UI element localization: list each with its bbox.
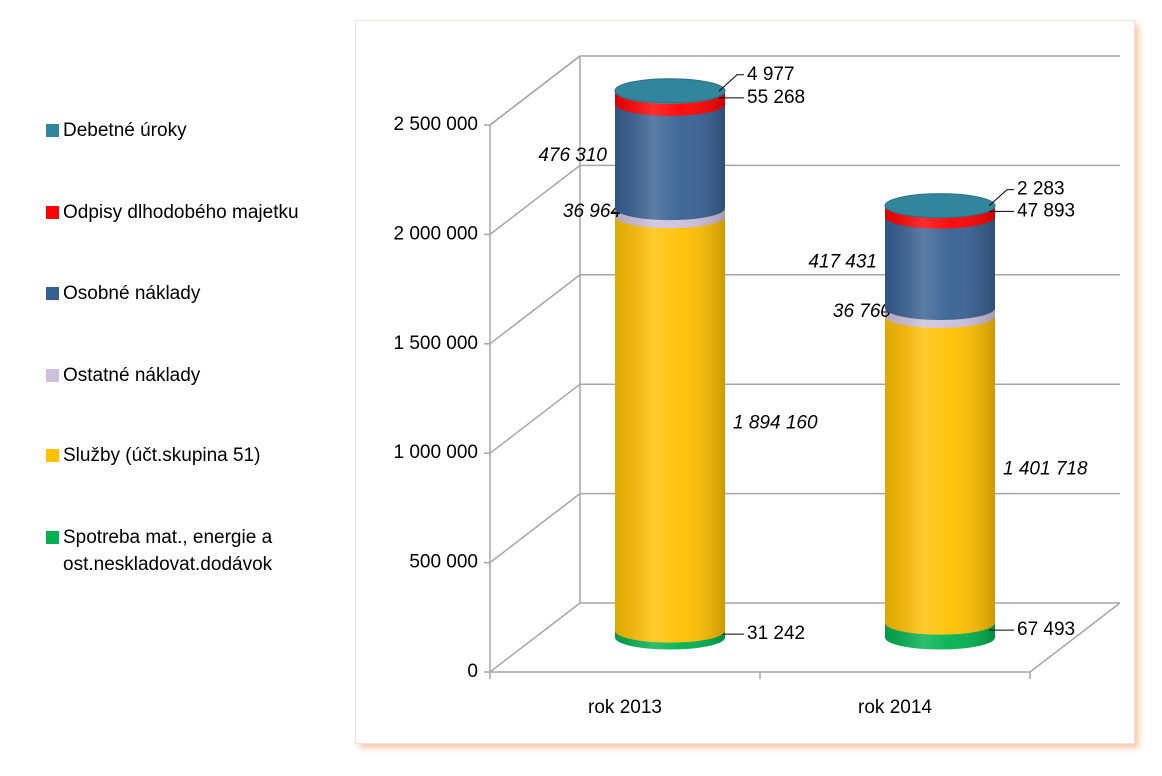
legend-item: Spotreba mat., energie a ost.neskladovat…	[46, 524, 366, 578]
data-label: 476 310	[538, 145, 607, 166]
legend-swatch	[46, 369, 59, 382]
y-tick-label: 2 000 000	[393, 223, 478, 244]
cylinder-segment	[615, 204, 725, 643]
data-label: 55 268	[747, 87, 805, 108]
cylinder-top	[614, 78, 726, 104]
leader-line	[988, 189, 1014, 207]
legend-swatch	[46, 449, 59, 462]
legend-item: Odpisy dlhodobého majetku	[46, 199, 366, 226]
cylinder-segment	[615, 91, 725, 221]
grid-line	[489, 164, 1120, 235]
data-label: 4 977	[747, 64, 795, 85]
data-label: 67 493	[1017, 619, 1075, 640]
data-label: 47 893	[1017, 200, 1075, 221]
cylinder-segment	[885, 204, 995, 320]
data-label: 36 760	[833, 301, 892, 322]
data-label: 417 431	[808, 251, 877, 272]
cylinder-segment	[885, 304, 995, 635]
legend-label: Služby (účt.skupina 51)	[63, 445, 261, 466]
legend-swatch	[46, 287, 59, 300]
chart-frame	[355, 20, 1135, 744]
y-tick-label: 1 000 000	[393, 442, 478, 463]
legend-swatch	[46, 206, 59, 219]
grid-line	[489, 274, 1120, 345]
data-label: 2 283	[1017, 179, 1065, 200]
y-tick-label: 1 500 000	[393, 333, 478, 354]
leader-line	[718, 74, 744, 92]
y-tick-label: 500 000	[409, 552, 478, 573]
bar-shade	[615, 91, 725, 221]
cylinder-top	[884, 193, 996, 219]
legend-item: Služby (účt.skupina 51)	[46, 442, 366, 469]
legend-item: Osobné náklady	[46, 280, 366, 307]
legend-label: Spotreba mat., energie a ost.neskladovat…	[63, 527, 273, 575]
data-label: 36 964	[563, 201, 621, 222]
bar-shade	[615, 204, 725, 643]
legend-label: Ostatné náklady	[63, 365, 201, 386]
y-tick-label: 0	[467, 661, 478, 682]
legend-label: Debetné úroky	[63, 120, 187, 141]
legend-label: Osobné náklady	[63, 283, 201, 304]
bar-shade	[885, 304, 995, 635]
grid-line	[489, 55, 1120, 126]
data-label: 1 894 160	[733, 412, 818, 433]
legend-item: Debetné úroky	[46, 117, 366, 144]
legend-label: Odpisy dlhodobého majetku	[63, 202, 299, 223]
data-label: 31 242	[747, 623, 805, 644]
x-tick-label: rok 2013	[588, 697, 662, 718]
legend-swatch	[46, 124, 59, 137]
y-tick-label: 2 500 000	[393, 114, 478, 135]
grid-line	[489, 492, 1120, 564]
bar-shade	[885, 204, 995, 320]
x-tick-label: rok 2014	[858, 697, 932, 718]
data-label: 1 401 718	[1003, 458, 1088, 479]
legend-item: Ostatné náklady	[46, 362, 366, 389]
legend-swatch	[46, 531, 59, 544]
